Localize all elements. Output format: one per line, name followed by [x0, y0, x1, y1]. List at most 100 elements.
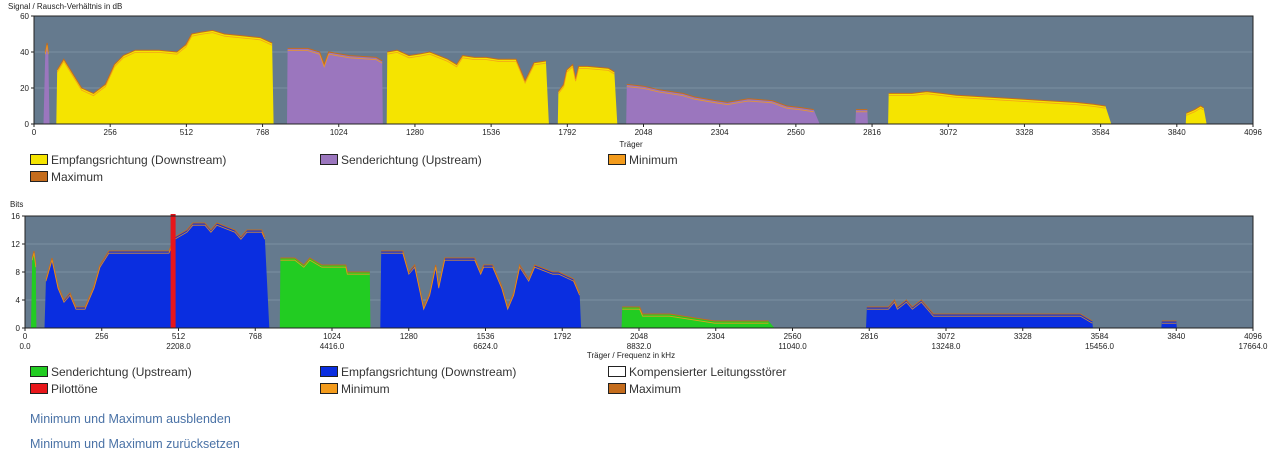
bits-legend-compensated[interactable]: Kompensierter Leitungsstörer — [608, 364, 786, 380]
bits-legend-minimum[interactable]: Minimum — [320, 381, 390, 397]
snr-x-tick-label-2: 512 — [180, 128, 194, 137]
bits-max-line-senderichtung-upstream-2 — [622, 306, 769, 322]
bits-x-tick-label-2: 512 — [172, 332, 186, 341]
bits-x-tick-label-0: 0 — [23, 332, 28, 341]
bits-max-line-empfangsrichtung-downstream-1 — [381, 250, 581, 309]
bits-x-tick-khz-label-10: 11040.0 — [778, 342, 807, 351]
snr-x-tick-label-1: 256 — [104, 128, 118, 137]
bits-x-tick-label-11: 2816 — [860, 332, 878, 341]
bits-area-senderichtung-upstream-1 — [279, 258, 371, 328]
snr-legend-downstream[interactable]: Empfangsrichtung (Downstream) — [30, 152, 226, 168]
snr-area-empfangsrichtung-downstream-1 — [386, 50, 549, 125]
snr-chart-title: Signal / Rausch-Verhältnis in dB — [8, 2, 122, 11]
snr-min-line-empfangsrichtung-downstream-2 — [558, 66, 615, 95]
bits-area-senderichtung-upstream-0 — [31, 251, 37, 328]
snr-area-senderichtung-upstream-1 — [287, 48, 383, 124]
bits-legend-maximum[interactable]: Maximum — [608, 381, 681, 397]
snr-min-line-empfangsrichtung-downstream-4 — [1186, 107, 1204, 116]
bits-area-empfangsrichtung-downstream-0 — [44, 223, 270, 328]
snr-min-line-senderichtung-upstream-1 — [287, 50, 383, 69]
bits-x-tick-khz-label-4: 4416.0 — [320, 342, 345, 351]
bits-max-line-senderichtung-upstream-1 — [280, 257, 370, 273]
bits-x-axis-label: Träger / Frequenz in kHz — [587, 351, 675, 360]
snr-legend-minimum-label: Minimum — [629, 153, 678, 167]
bits-x-tick-khz-label-14: 15456.0 — [1085, 342, 1114, 351]
snr-y-tick-label-0: 0 — [25, 120, 30, 129]
bits-chart-title: Bits — [10, 200, 23, 209]
bits-legend-pilot[interactable]: Pilottöne — [30, 381, 98, 397]
snr-x-tick-label-4: 1024 — [330, 128, 348, 137]
bits-legend-pilot-label: Pilottöne — [51, 382, 98, 396]
bits-legend-pilot-swatch — [30, 383, 48, 394]
bits-legend-minimum-swatch — [320, 383, 338, 394]
snr-x-tick-label-16: 4096 — [1244, 128, 1262, 137]
bits-x-tick-label-9: 2304 — [707, 332, 725, 341]
bits-series — [31, 214, 1177, 328]
bits-legend-upstream-swatch — [30, 366, 48, 377]
bits-legend-upstream[interactable]: Senderichtung (Upstream) — [30, 364, 192, 380]
bits-legend-downstream-swatch — [320, 366, 338, 377]
snr-min-line-empfangsrichtung-downstream-3 — [888, 93, 1106, 109]
bits-x-tick-label-14: 3584 — [1091, 332, 1109, 341]
bits-legend-downstream-label: Empfangsrichtung (Downstream) — [341, 365, 517, 379]
snr-y-tick-label-3: 60 — [20, 12, 29, 21]
snr-x-axis-label: Träger — [619, 140, 643, 149]
bits-x-tick-label-7: 1792 — [553, 332, 571, 341]
snr-x-tick-label-8: 2048 — [635, 128, 653, 137]
bits-area-senderichtung-upstream-2 — [621, 307, 775, 328]
snr-legend-upstream[interactable]: Senderichtung (Upstream) — [320, 152, 482, 168]
bits-x-tick-khz-label-2: 2208.0 — [166, 342, 191, 351]
bits-min-line-senderichtung-upstream-0 — [31, 253, 37, 268]
bits-x-tick-label-3: 768 — [249, 332, 263, 341]
bits-pilot-tone-0 — [170, 214, 176, 328]
bits-x-tick-label-5: 1280 — [400, 332, 418, 341]
bits-legend-compensated-swatch — [608, 366, 626, 377]
bits-x-tick-label-8: 2048 — [630, 332, 648, 341]
snr-x-tick-label-0: 0 — [32, 128, 37, 137]
bits-legend-upstream-label: Senderichtung (Upstream) — [51, 365, 192, 379]
bits-x-tick-khz-label-6: 6624.0 — [473, 342, 498, 351]
bits-legend-maximum-swatch — [608, 383, 626, 394]
hide-min-max-link[interactable]: Minimum und Maximum ausblenden — [30, 412, 231, 426]
snr-x-tick-label-6: 1536 — [482, 128, 500, 137]
bits-y-tick-label-1: 4 — [16, 296, 21, 305]
snr-x-tick-label-10: 2560 — [787, 128, 805, 137]
snr-series — [43, 29, 1207, 125]
bits-legend-downstream[interactable]: Empfangsrichtung (Downstream) — [320, 364, 516, 380]
snr-legend-maximum-swatch — [30, 171, 48, 182]
snr-legend-downstream-label: Empfangsrichtung (Downstream) — [51, 153, 227, 167]
snr-legend-upstream-swatch — [320, 154, 338, 165]
bits-y-tick-label-3: 12 — [11, 240, 20, 249]
snr-legend-maximum[interactable]: Maximum — [30, 169, 103, 185]
snr-x-tick-label-9: 2304 — [711, 128, 729, 137]
bits-x-tick-label-1: 256 — [95, 332, 109, 341]
reset-min-max-link[interactable]: Minimum und Maximum zurücksetzen — [30, 437, 240, 451]
snr-legend-minimum[interactable]: Minimum — [608, 152, 678, 168]
bits-x-tick-label-4: 1024 — [323, 332, 341, 341]
bits-max-line-empfangsrichtung-downstream-0 — [45, 222, 266, 308]
snr-area-empfangsrichtung-downstream-2 — [557, 64, 618, 124]
bits-legend-maximum-label: Maximum — [629, 382, 682, 396]
snr-max-line-empfangsrichtung-downstream-4 — [1186, 105, 1204, 114]
bits-x-tick-khz-label-12: 13248.0 — [932, 342, 961, 351]
bits-legend-compensated-label: Kompensierter Leitungsstörer — [629, 365, 787, 379]
bits-x-tick-label-16: 4096 — [1244, 332, 1262, 341]
bits-x-tick-label-15: 3840 — [1167, 332, 1185, 341]
bits-x-tick-label-13: 3328 — [1014, 332, 1032, 341]
snr-area-senderichtung-upstream-3 — [855, 109, 868, 124]
bits-max-line-empfangsrichtung-downstream-2 — [866, 299, 1093, 322]
snr-x-tick-label-5: 1280 — [406, 128, 424, 137]
snr-axes: 0 20 40 60 0 256 512 768 1024 1280 1536 1792 2048 230… — [20, 12, 1262, 137]
snr-legend-maximum-label: Maximum — [51, 170, 104, 184]
snr-x-tick-label-12: 3072 — [939, 128, 957, 137]
bits-min-line-senderichtung-upstream-2 — [622, 308, 769, 324]
bits-x-tick-label-10: 2560 — [784, 332, 802, 341]
bits-area-empfangsrichtung-downstream-1 — [380, 251, 582, 328]
snr-max-line-empfangsrichtung-downstream-1 — [387, 49, 546, 83]
snr-area-empfangsrichtung-downstream-3 — [888, 91, 1112, 124]
snr-y-tick-label-1: 20 — [20, 84, 29, 93]
snr-legend-downstream-swatch — [30, 154, 48, 165]
bits-min-line-empfangsrichtung-downstream-0 — [45, 224, 266, 310]
bits-min-line-senderichtung-upstream-1 — [280, 259, 370, 275]
